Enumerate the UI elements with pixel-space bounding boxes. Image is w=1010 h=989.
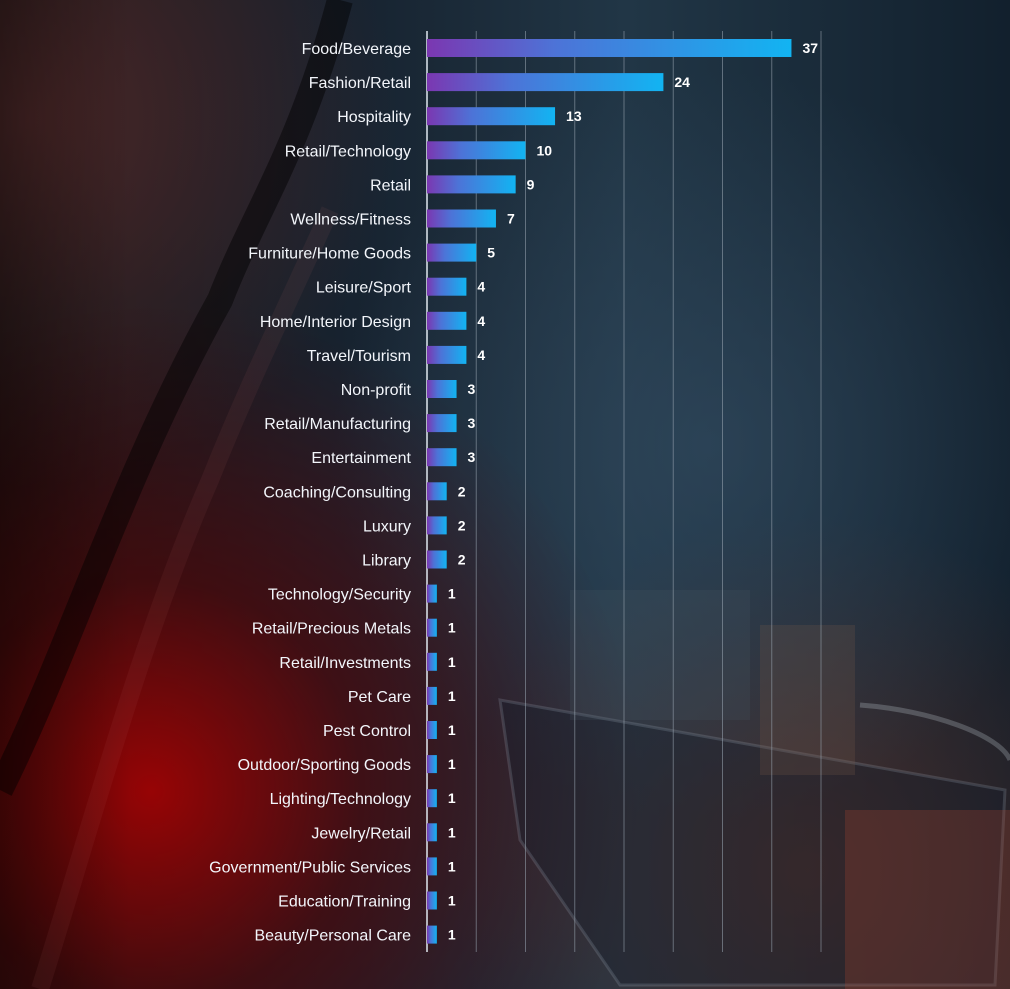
data-label: 2 (458, 552, 466, 568)
bar (427, 345, 467, 364)
category-label: Entertainment (311, 450, 411, 467)
bar (427, 380, 457, 398)
category-label: Non-profit (341, 382, 412, 399)
category-label: Luxury (363, 518, 411, 535)
data-label: 1 (448, 824, 456, 840)
bar (427, 175, 516, 194)
category-label: Food/Beverage (302, 41, 412, 58)
bar (427, 925, 437, 944)
category-label: Retail/Investments (279, 655, 411, 672)
category-label: Retail/Precious Metals (252, 621, 411, 638)
category-label: Retail/Technology (285, 143, 411, 160)
bar (427, 584, 437, 603)
category-label: Hospitality (337, 109, 411, 126)
category-label: Travel/Tourism (307, 348, 411, 365)
category-label: Outdoor/Sporting Goods (238, 757, 411, 774)
data-label: 1 (448, 620, 456, 636)
data-label: 7 (507, 211, 515, 227)
data-label: 4 (477, 313, 485, 329)
data-label: 3 (468, 415, 476, 431)
bar (427, 107, 556, 126)
category-label: Beauty/Personal Care (254, 928, 411, 945)
category-label: Wellness/Fitness (290, 212, 411, 229)
category-label: Jewelry/Retail (311, 825, 411, 842)
data-label: 10 (537, 142, 553, 158)
data-label: 5 (487, 245, 495, 261)
category-label: Pest Control (323, 723, 411, 740)
category-label: Education/Training (278, 894, 411, 911)
data-label: 1 (448, 927, 456, 943)
bar-layer (427, 39, 792, 944)
data-label: 1 (448, 756, 456, 772)
category-label: Fashion/Retail (309, 75, 411, 92)
data-label: 1 (448, 790, 456, 806)
bar (427, 550, 447, 569)
category-label: Lighting/Technology (270, 791, 411, 808)
bar (427, 789, 437, 808)
bar (427, 39, 792, 57)
bar (427, 891, 437, 910)
data-label: 4 (477, 347, 485, 363)
bar (427, 686, 437, 705)
bar (427, 73, 664, 92)
bar (427, 277, 467, 296)
category-label: Home/Interior Design (260, 314, 411, 331)
data-label: 1 (448, 586, 456, 602)
data-label: 1 (448, 722, 456, 738)
data-label: 13 (566, 108, 582, 124)
data-label: 1 (448, 858, 456, 874)
data-label: 1 (448, 688, 456, 704)
grid-layer (426, 31, 822, 952)
data-label: 24 (674, 74, 690, 90)
category-label: Library (362, 553, 411, 570)
category-label: Retail/Manufacturing (264, 416, 411, 433)
data-label: 37 (802, 40, 818, 56)
bar (427, 448, 457, 467)
category-label: Retail (370, 177, 411, 194)
bar (427, 516, 447, 535)
category-label: Pet Care (348, 689, 411, 706)
bar (427, 311, 467, 330)
bar (427, 209, 496, 228)
bar (427, 618, 437, 637)
bar (427, 857, 437, 876)
data-label: 3 (468, 381, 476, 397)
data-label: 2 (458, 517, 466, 533)
data-label: 1 (448, 893, 456, 909)
bar (427, 823, 437, 842)
category-label: Furniture/Home Goods (248, 246, 411, 263)
category-label: Leisure/Sport (316, 280, 412, 297)
data-label: 3 (468, 449, 476, 465)
bar (427, 482, 447, 501)
data-label: 9 (527, 176, 535, 192)
bar (427, 755, 437, 774)
category-label: Technology/Security (268, 587, 411, 604)
data-label: 2 (458, 483, 466, 499)
bar (427, 243, 477, 262)
bar (427, 652, 437, 671)
category-label: Government/Public Services (209, 859, 411, 876)
bar (427, 141, 526, 160)
bar (427, 721, 437, 739)
category-label: Coaching/Consulting (263, 484, 411, 501)
bar (427, 414, 457, 433)
data-label: 1 (448, 654, 456, 670)
data-label: 4 (477, 279, 485, 295)
